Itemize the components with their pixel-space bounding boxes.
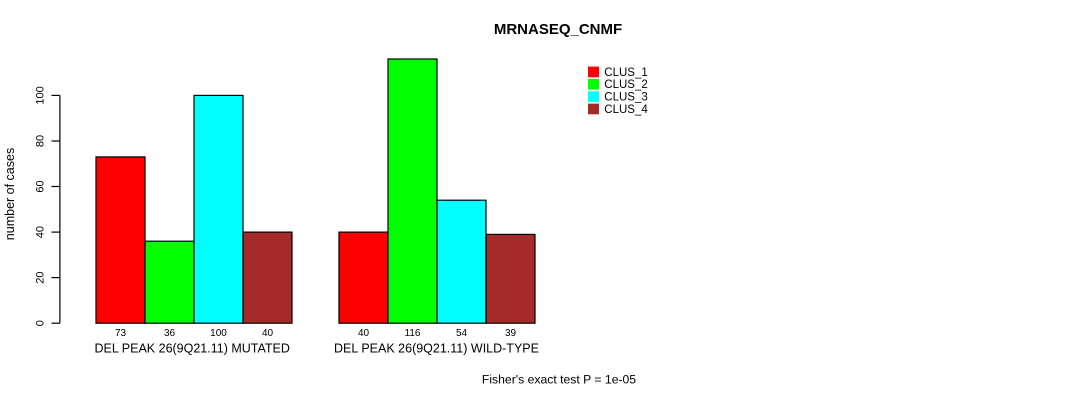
svg-text:54: 54 <box>456 328 468 339</box>
svg-text:40: 40 <box>35 226 47 238</box>
svg-text:0: 0 <box>35 320 47 326</box>
svg-text:CLUS_4: CLUS_4 <box>604 104 648 116</box>
svg-text:40: 40 <box>358 328 370 339</box>
svg-text:MRNASEQ_CNMF: MRNASEQ_CNMF <box>494 21 622 38</box>
svg-text:DEL PEAK 26(9Q21.11) WILD-TYPE: DEL PEAK 26(9Q21.11) WILD-TYPE <box>334 342 539 356</box>
svg-text:CLUS_3: CLUS_3 <box>604 92 647 104</box>
svg-text:39: 39 <box>505 328 517 339</box>
svg-text:DEL PEAK 26(9Q21.11) MUTATED: DEL PEAK 26(9Q21.11) MUTATED <box>94 342 289 356</box>
svg-text:60: 60 <box>35 180 47 192</box>
svg-text:100: 100 <box>210 328 227 339</box>
svg-text:number of cases: number of cases <box>3 148 17 240</box>
svg-text:116: 116 <box>405 328 421 339</box>
svg-text:80: 80 <box>35 135 47 147</box>
svg-text:20: 20 <box>35 271 47 283</box>
svg-text:CLUS_1: CLUS_1 <box>604 67 647 79</box>
svg-text:73: 73 <box>115 328 127 339</box>
svg-text:36: 36 <box>164 328 176 339</box>
svg-text:Fisher's exact test P = 1e-05: Fisher's exact test P = 1e-05 <box>482 373 636 387</box>
svg-text:CLUS_2: CLUS_2 <box>604 79 647 91</box>
svg-text:40: 40 <box>262 328 274 339</box>
svg-text:100: 100 <box>35 86 47 104</box>
